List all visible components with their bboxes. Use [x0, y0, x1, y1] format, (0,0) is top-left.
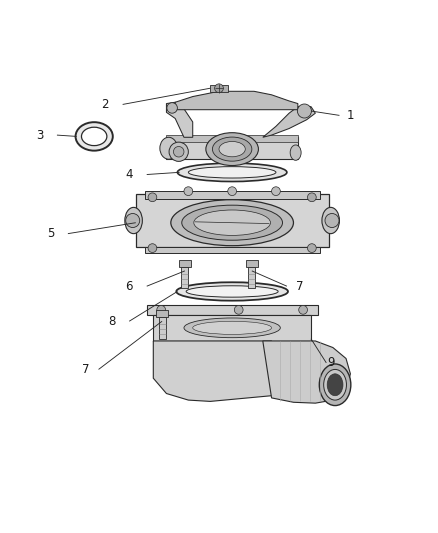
- Polygon shape: [153, 314, 311, 341]
- Polygon shape: [166, 138, 298, 159]
- Text: 3: 3: [36, 128, 43, 142]
- Bar: [159, 317, 166, 339]
- Ellipse shape: [81, 127, 107, 146]
- Ellipse shape: [290, 145, 301, 160]
- Ellipse shape: [176, 282, 288, 301]
- Bar: [246, 260, 258, 266]
- Circle shape: [272, 187, 280, 196]
- Ellipse shape: [188, 167, 276, 178]
- Circle shape: [297, 104, 311, 118]
- Circle shape: [148, 244, 157, 253]
- Polygon shape: [166, 102, 193, 138]
- Text: 9: 9: [327, 357, 335, 369]
- Circle shape: [215, 84, 223, 93]
- Text: 8: 8: [108, 315, 115, 328]
- Text: 7: 7: [296, 280, 304, 293]
- Polygon shape: [210, 85, 228, 92]
- Text: 1: 1: [346, 109, 354, 122]
- Ellipse shape: [194, 210, 271, 236]
- Ellipse shape: [324, 369, 346, 400]
- Circle shape: [234, 305, 243, 314]
- Circle shape: [148, 193, 157, 201]
- Text: 2: 2: [101, 98, 109, 111]
- Polygon shape: [175, 91, 298, 110]
- Text: 4: 4: [125, 168, 133, 181]
- Circle shape: [169, 142, 188, 161]
- Polygon shape: [263, 341, 350, 403]
- Polygon shape: [153, 341, 272, 401]
- Text: 6: 6: [125, 280, 133, 293]
- Polygon shape: [136, 194, 328, 247]
- Circle shape: [173, 147, 184, 157]
- Ellipse shape: [160, 138, 177, 159]
- Circle shape: [228, 187, 237, 196]
- Ellipse shape: [182, 205, 283, 240]
- Ellipse shape: [322, 207, 339, 233]
- Ellipse shape: [219, 141, 245, 157]
- Circle shape: [167, 103, 177, 113]
- Text: 5: 5: [47, 227, 54, 240]
- Circle shape: [307, 193, 316, 201]
- Text: 7: 7: [81, 363, 89, 376]
- Ellipse shape: [319, 364, 351, 406]
- Polygon shape: [147, 304, 318, 314]
- Ellipse shape: [184, 318, 280, 338]
- Ellipse shape: [76, 122, 113, 151]
- Ellipse shape: [206, 133, 258, 166]
- Ellipse shape: [327, 374, 343, 395]
- Ellipse shape: [177, 163, 287, 182]
- Ellipse shape: [212, 137, 252, 161]
- Ellipse shape: [186, 286, 278, 297]
- Polygon shape: [166, 135, 298, 142]
- Polygon shape: [145, 247, 320, 253]
- Circle shape: [184, 187, 193, 196]
- Circle shape: [157, 305, 166, 314]
- Ellipse shape: [193, 321, 272, 334]
- Circle shape: [307, 244, 316, 253]
- Circle shape: [126, 214, 140, 228]
- Circle shape: [325, 214, 339, 228]
- Polygon shape: [145, 191, 320, 199]
- Polygon shape: [263, 107, 315, 138]
- Bar: [156, 310, 168, 317]
- Ellipse shape: [171, 200, 293, 246]
- Bar: [248, 266, 255, 288]
- Bar: [181, 266, 188, 288]
- Ellipse shape: [125, 207, 142, 233]
- Bar: [179, 260, 191, 266]
- Circle shape: [299, 305, 307, 314]
